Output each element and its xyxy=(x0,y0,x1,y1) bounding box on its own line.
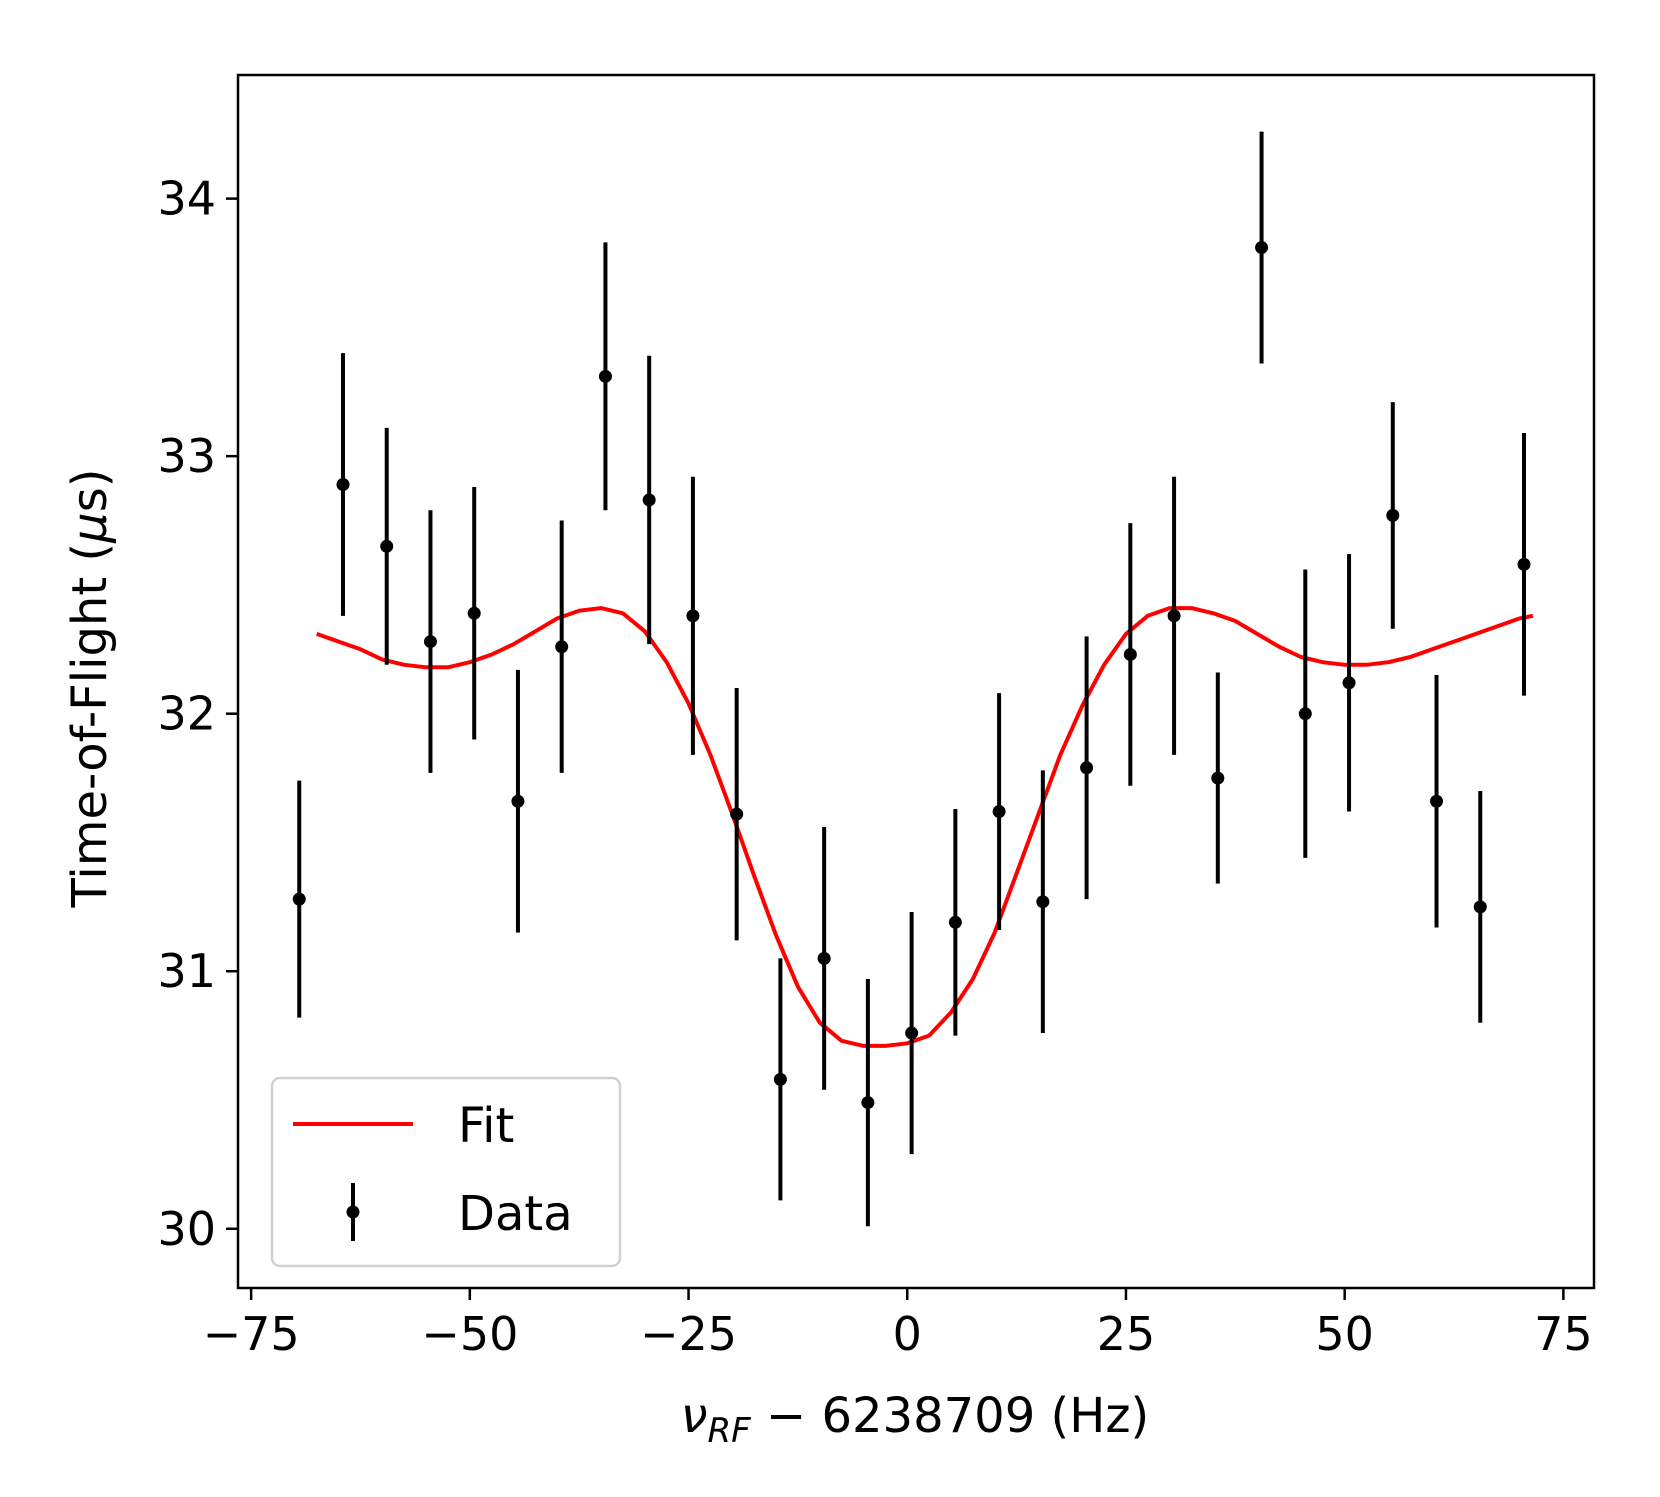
data-point xyxy=(380,539,394,553)
legend-data-swatch-marker xyxy=(346,1205,360,1219)
data-point xyxy=(817,951,831,965)
x-axis-label-rest: − 6238709 (Hz) xyxy=(751,1388,1150,1444)
data-point xyxy=(1255,241,1269,255)
data-point xyxy=(1211,771,1225,785)
y-axis-label-suffix: s) xyxy=(62,469,118,513)
data-point xyxy=(555,640,569,654)
y-tick-label: 34 xyxy=(157,172,216,226)
legend-fit-label: Fit xyxy=(458,1098,514,1154)
fit-line xyxy=(316,606,1534,1048)
y-tick-label: 33 xyxy=(157,429,216,483)
data-point xyxy=(467,606,481,620)
x-tick-label: −75 xyxy=(203,1307,300,1361)
y-axis: 30 31 32 33 34 xyxy=(157,172,238,1256)
data-point xyxy=(1167,609,1181,623)
x-tick-label: 0 xyxy=(893,1307,922,1361)
data-point xyxy=(511,794,525,808)
legend: Fit Data xyxy=(270,1076,622,1268)
data-point xyxy=(861,1096,875,1110)
data-point xyxy=(1473,900,1487,914)
data-point xyxy=(1080,761,1094,775)
x-axis-label-nu: ν xyxy=(681,1388,708,1444)
data-point xyxy=(905,1026,919,1040)
data-point xyxy=(336,477,350,491)
data-point xyxy=(1123,647,1137,661)
data-point xyxy=(1298,707,1312,721)
x-tick-label: −50 xyxy=(421,1307,518,1361)
y-tick-label: 30 xyxy=(157,1202,216,1256)
data-point xyxy=(1036,895,1050,909)
data-point xyxy=(773,1072,787,1086)
x-tick-label: 75 xyxy=(1534,1307,1593,1361)
y-tick-label: 31 xyxy=(157,944,216,998)
legend-data-label: Data xyxy=(458,1186,573,1242)
data-point xyxy=(292,892,306,906)
data-point xyxy=(423,635,437,649)
data-point xyxy=(1342,676,1356,690)
data-point xyxy=(598,369,612,383)
data-point xyxy=(948,915,962,929)
x-tick-label: 50 xyxy=(1315,1307,1374,1361)
data-point xyxy=(1517,557,1531,571)
data-point xyxy=(992,805,1006,819)
x-axis-label: νRF − 6238709 (Hz) xyxy=(681,1388,1150,1451)
x-tick-label: 25 xyxy=(1097,1307,1156,1361)
y-axis-label: Time-of-Flight (μs) xyxy=(62,469,118,909)
x-tick-label: −25 xyxy=(640,1307,737,1361)
data-point xyxy=(642,493,656,507)
plot-area-frame xyxy=(236,73,1596,1290)
data-point xyxy=(1386,508,1400,522)
y-tick-label: 32 xyxy=(157,687,216,741)
y-axis-label-prefix: Time-of-Flight ( xyxy=(62,543,118,909)
data-point xyxy=(686,609,700,623)
fit-series xyxy=(316,606,1534,1048)
data-series xyxy=(292,131,1531,1227)
data-point xyxy=(1430,794,1444,808)
x-axis-label-subscript: RF xyxy=(708,1411,752,1451)
y-axis-label-mu: μ xyxy=(62,512,118,544)
data-point xyxy=(730,807,744,821)
x-axis: −75 −50 −25 0 25 50 75 xyxy=(203,1288,1593,1361)
